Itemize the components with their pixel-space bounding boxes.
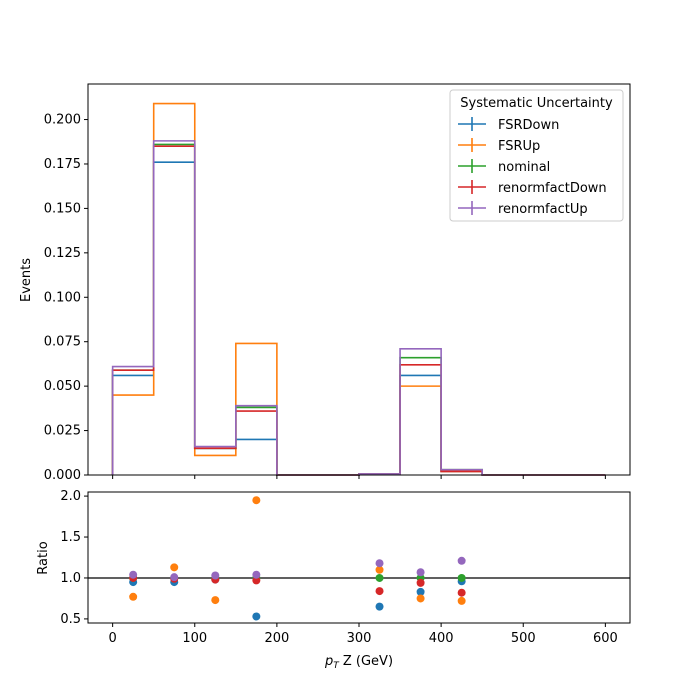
ratio-point-renormfactUp: [252, 570, 261, 579]
legend-label-nominal: nominal: [498, 160, 550, 175]
ratio-y-tick-label: 1.0: [60, 571, 81, 586]
ratio-point-renormfactUp: [416, 568, 425, 577]
ratio-y-label: Ratio: [36, 541, 51, 574]
ratio-point-FSRUp: [211, 596, 220, 605]
events-y-tick-label: 0.150: [44, 201, 81, 216]
ratio-point-FSRDown: [375, 602, 384, 611]
ratio-point-nominal: [457, 573, 466, 582]
ratio-point-FSRUp: [457, 596, 466, 605]
ratio-point-renormfactUp: [457, 556, 466, 565]
legend-label-FSRDown: FSRDown: [498, 118, 559, 133]
events-y-tick-label: 0.200: [44, 113, 81, 128]
ratio-y-ticks: 0.5 1.0 1.5 2.0: [60, 489, 88, 627]
ratio-point-nominal: [375, 573, 384, 582]
ratio-point-FSRDown: [252, 612, 261, 621]
ratio-point-FSRUp: [416, 594, 425, 603]
ratio-y-tick-label: 0.5: [60, 612, 81, 627]
events-y-tick-label: 0.175: [44, 157, 81, 172]
events-y-label: Events: [19, 258, 34, 302]
ratio-x-tick-label: 100: [182, 631, 207, 646]
ratio-point-FSRUp: [252, 496, 261, 505]
ratio-point-renormfactUp: [211, 571, 220, 580]
ratio-point-renormfactUp: [129, 570, 138, 579]
x-axis-label-subscript: T: [333, 661, 340, 671]
ratio-y-tick-label: 1.5: [60, 530, 81, 545]
ratio-x-tick-label: 200: [264, 631, 289, 646]
events-panel: 0.000 0.025 0.050 0.075 0.100 0.125 0.150 0.175…: [19, 83, 631, 483]
x-axis-label-p: p: [324, 654, 333, 669]
ratio-point-FSRUp: [375, 565, 384, 574]
legend-title: Systematic Uncertainty: [460, 96, 613, 111]
ratio-point-renormfactDown: [457, 588, 466, 597]
legend-label-renormfactUp: renormfactUp: [498, 202, 588, 217]
events-y-tick-label: 0.125: [44, 246, 81, 261]
ratio-x-tick-label: 600: [593, 631, 618, 646]
ratio-point-FSRUp: [170, 563, 179, 572]
ratio-x-tick-label: 400: [429, 631, 454, 646]
legend-frame: [449, 89, 624, 222]
x-axis-label-rest: Z (GeV): [339, 654, 393, 669]
ratio-x-tick-label: 0: [108, 631, 116, 646]
ratio-plot-area: [88, 496, 630, 621]
ratio-point-FSRDown: [416, 587, 425, 596]
ratio-panel: 0.5 1.0 1.5 2.0 0 100 200 300 400 500 600 Ratio p…: [36, 489, 631, 671]
legend: Systematic Uncertainty FSRDown FSRUp nomina…: [449, 89, 624, 222]
events-y-ticks: 0.000 0.025 0.050 0.075 0.100 0.125 0.150 0.175…: [44, 113, 88, 483]
events-y-tick-label: 0.050: [44, 379, 81, 394]
ratio-point-FSRUp: [129, 592, 138, 601]
x-axis-label: pT Z (GeV): [324, 654, 393, 671]
ratio-point-renormfactUp: [170, 573, 179, 582]
ratio-point-renormfactDown: [416, 578, 425, 587]
ratio-x-tick-label: 300: [347, 631, 372, 646]
ratio-axes-frame: [87, 491, 631, 624]
ratio-point-renormfactDown: [252, 576, 261, 585]
events-y-tick-label: 0.000: [44, 468, 81, 483]
ratio-x-tick-label: 500: [511, 631, 536, 646]
ratio-point-renormfactUp: [375, 559, 384, 568]
events-y-tick-label: 0.025: [44, 424, 81, 439]
legend-label-renormfactDown: renormfactDown: [498, 181, 607, 196]
legend-label-FSRUp: FSRUp: [498, 139, 540, 154]
ratio-y-tick-label: 2.0: [60, 489, 81, 504]
ratio-x-ticks: 0 100 200 300 400 500 600: [108, 623, 618, 646]
ratio-point-renormfactDown: [375, 587, 384, 596]
events-x-ticks: [112, 475, 606, 479]
events-y-tick-label: 0.100: [44, 290, 81, 305]
events-y-tick-label: 0.075: [44, 335, 81, 350]
